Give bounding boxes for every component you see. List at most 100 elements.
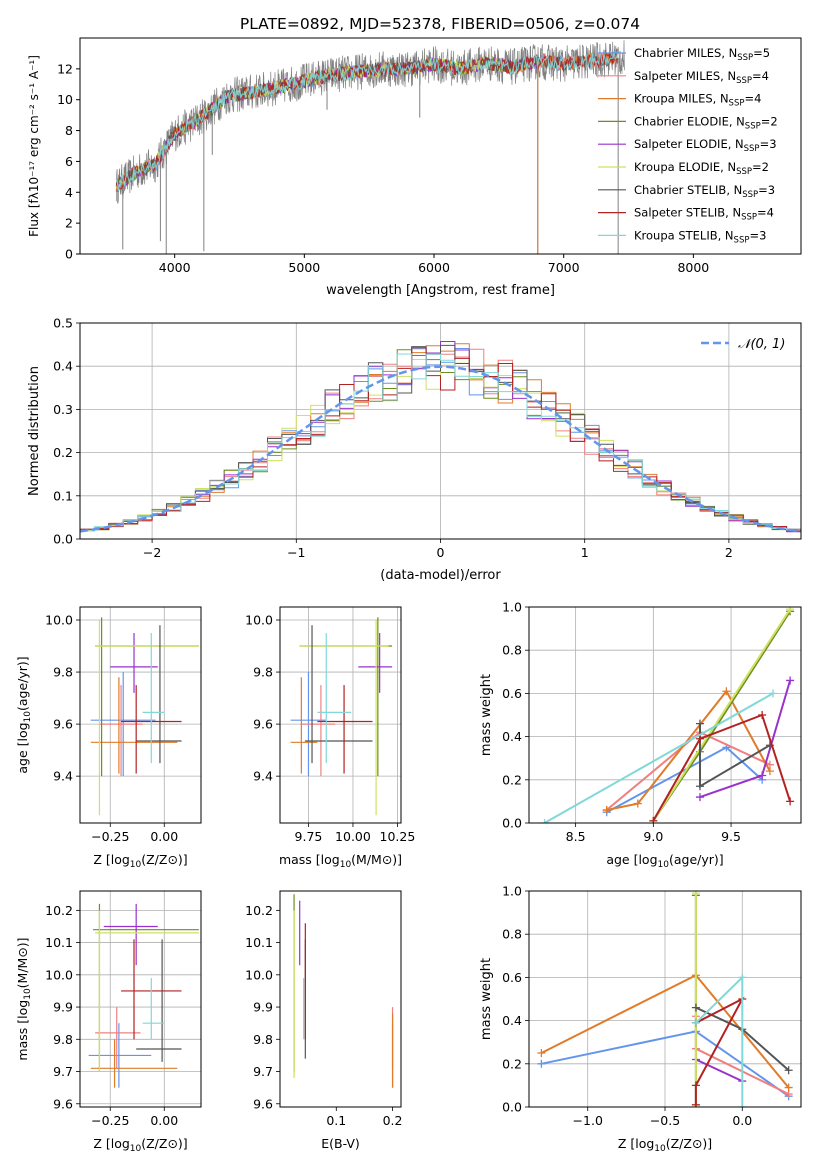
mass-weight-vs-age-ylabel: mass weight xyxy=(479,674,494,756)
mass-weight-vs-Z-series-line xyxy=(694,996,745,1105)
mass-weight-vs-Z-ylabel: mass weight xyxy=(479,958,494,1040)
spectrum-frame xyxy=(79,37,802,255)
mass-weight-vs-age-point-marker xyxy=(786,797,795,806)
mass-vs-EBV-data xyxy=(293,894,394,1088)
mass-weight-vs-age-ytick-label: 0.6 xyxy=(502,686,522,701)
mass-weight-vs-Z-series-line xyxy=(695,1058,743,1083)
age-vs-mass-data xyxy=(290,617,393,816)
age-vs-mass-ytick-label: 10.0 xyxy=(245,613,273,628)
spectrum-observed xyxy=(115,40,625,204)
mass-weight-vs-age-point-marker xyxy=(633,799,642,808)
residuals-gaussian-curve xyxy=(80,365,801,533)
mass-vs-Z-ytick-label: 9.9 xyxy=(53,1000,73,1015)
mass-vs-Z-ytick-label: 10.0 xyxy=(45,967,73,982)
mass-weight-vs-age-ytick-label: 0.2 xyxy=(502,772,522,787)
age-vs-mass-xtick-label: 10.00 xyxy=(335,829,371,844)
spectrum-xtick-label: 6000 xyxy=(418,260,450,275)
mass-weight-vs-age-point-marker xyxy=(722,687,731,696)
spectrum-ytick-label: 8 xyxy=(65,123,73,138)
residuals-ytick-label: 0.2 xyxy=(53,445,73,460)
mass-weight-vs-age-point-marker xyxy=(649,816,658,823)
mass-weight-vs-Z-frame xyxy=(528,890,802,1108)
mass-weight-vs-Z-ytick-label: 0.6 xyxy=(502,970,522,985)
mass-weight-vs-Z-point-marker xyxy=(537,1049,546,1057)
spectrum-legend-entry: Kroupa ELODIE, NSSP=2 xyxy=(634,160,769,177)
mass-vs-EBV-ytick-label: 10.2 xyxy=(245,903,273,918)
mass-vs-Z-frame xyxy=(79,890,202,1108)
mass-vs-EBV-ytick-label: 9.9 xyxy=(253,1000,273,1015)
spectrum-ytick-label: 4 xyxy=(65,185,73,200)
mass-weight-vs-Z-point-marker xyxy=(738,1103,747,1107)
mass-weight-vs-Z-xtick-label: −0.5 xyxy=(650,1113,680,1128)
mass-weight-vs-Z-panel: −1.0 −0.5 0.0 0.0 0.2 0.4 0.6 0.8 1.0 Z [log10(Z/… xyxy=(479,884,802,1154)
mass-vs-EBV-panel: 0.1 0.2 9.6 9.7 9.8 9.9 10.0 10.1 10.2 E(B-V) xyxy=(245,890,403,1151)
age-vs-Z-ytick-label: 9.6 xyxy=(53,717,73,732)
mass-vs-Z-ytick-label: 10.1 xyxy=(45,935,73,950)
residuals-frame xyxy=(79,322,802,540)
age-vs-mass-ytick-label: 9.6 xyxy=(253,717,273,732)
age-vs-mass-ytick-label: 9.4 xyxy=(253,769,273,784)
mass-weight-vs-Z-point-marker xyxy=(691,1081,700,1090)
mass-weight-vs-age-point-marker xyxy=(769,689,778,698)
spectrum-xtick-label: 8000 xyxy=(677,260,709,275)
age-vs-mass-panel: 9.75 10.00 10.25 9.4 9.6 9.8 10.0 mass [log10(M… xyxy=(245,606,416,870)
mass-weight-vs-Z-ytick-label: 0.0 xyxy=(502,1100,522,1115)
mass-weight-vs-Z-point-marker xyxy=(738,973,747,982)
mass-vs-Z-xtick-label: −0.25 xyxy=(91,1113,129,1128)
spectrum-data xyxy=(115,40,625,254)
mass-vs-Z-ytick-label: 10.2 xyxy=(45,903,73,918)
mass-vs-EBV-xtick-label: 0.2 xyxy=(383,1113,403,1128)
mass-weight-vs-Z-ytick-label: 1.0 xyxy=(502,884,522,899)
age-vs-mass-ytick-label: 9.8 xyxy=(253,665,273,680)
mass-weight-vs-age-point-marker xyxy=(602,806,611,815)
mass-vs-EBV-frame xyxy=(279,890,402,1108)
residuals-xtick-label: 0 xyxy=(437,545,445,560)
spectrum-xtick-label: 7000 xyxy=(548,260,580,275)
mass-weight-vs-Z-point-marker xyxy=(784,1066,793,1075)
residuals-ytick-label: 0.5 xyxy=(53,316,73,331)
residuals-ylabel: Normed distribution xyxy=(27,366,42,496)
spectrum-xtick-label: 5000 xyxy=(288,260,320,275)
age-vs-Z-data xyxy=(90,617,199,816)
mass-weight-vs-Z-ytick-label: 0.8 xyxy=(502,927,522,942)
mass-weight-vs-age-series-line xyxy=(606,689,771,811)
spectrum-ytick-label: 0 xyxy=(65,247,73,262)
mass-weight-vs-age-xtick-label: 9.0 xyxy=(643,829,663,844)
mass-weight-vs-age-series-line xyxy=(652,608,791,822)
residuals-data xyxy=(80,341,801,533)
mass-weight-vs-age-ytick-label: 0.4 xyxy=(502,729,522,744)
residuals-panel: −2 −1 0 1 2 0.0 0.1 0.2 0.3 0.4 0.5 𝒩(0, 1) (data-mo… xyxy=(27,316,802,583)
spectrum-legend-entry: Kroupa STELIB, NSSP=3 xyxy=(634,228,766,245)
spectrum-legend-entry: Salpeter ELODIE, NSSP=3 xyxy=(634,137,777,154)
residuals-xtick-label: 1 xyxy=(581,545,589,560)
spectrum-ylabel: Flux [fλ10⁻¹⁷ erg cm⁻² s⁻¹ A⁻¹] xyxy=(27,55,41,237)
spectrum-panel: 4000 5000 6000 7000 8000 0 2 4 6 8 10 12 wavelength … xyxy=(27,37,802,298)
mass-weight-vs-Z-xtick-label: 0.0 xyxy=(732,1113,752,1128)
mass-weight-vs-age-data xyxy=(540,607,795,823)
mass-weight-vs-age-ytick-label: 0.8 xyxy=(502,643,522,658)
spectrum-ytick-label: 6 xyxy=(65,154,73,169)
mass-weight-vs-Z-ytick-label: 0.2 xyxy=(502,1056,522,1071)
mass-weight-vs-Z-point-marker xyxy=(691,1003,700,1012)
spectrum-xlabel: wavelength [Angstrom, rest frame] xyxy=(326,283,555,298)
mass-weight-vs-Z-point-marker xyxy=(537,1059,546,1068)
spectrum-model-line xyxy=(115,51,618,192)
mass-weight-vs-age-series-line xyxy=(652,713,792,822)
mass-weight-vs-age-point-marker xyxy=(786,607,795,614)
mass-weight-vs-Z-ytick-label: 0.4 xyxy=(502,1013,522,1028)
age-vs-Z-ytick-label: 10.0 xyxy=(45,613,73,628)
age-vs-mass-xlabel: mass [log10(M/M⊙)] xyxy=(279,852,402,870)
spectrum-ytick-label: 12 xyxy=(57,61,73,76)
mass-weight-vs-age-point-marker xyxy=(758,771,767,780)
age-vs-Z-xlabel: Z [log10(Z/Z⊙)] xyxy=(93,852,187,870)
mass-weight-vs-Z-xlabel: Z [log10(Z/Z⊙)] xyxy=(618,1136,712,1154)
mass-vs-EBV-ytick-label: 10.1 xyxy=(245,935,273,950)
residuals-ytick-label: 0.4 xyxy=(53,359,73,374)
age-vs-mass-xtick-label: 10.25 xyxy=(380,829,416,844)
mass-weight-vs-Z-point-marker xyxy=(784,1083,793,1092)
residuals-legend-label: 𝒩(0, 1) xyxy=(738,337,785,352)
age-vs-Z-panel: −0.25 0.00 9.4 9.6 9.8 10.0 Z [log10(Z/Z⊙)] age… xyxy=(15,606,202,870)
mass-weight-vs-age-series-line xyxy=(544,692,774,823)
residuals-ytick-label: 0.3 xyxy=(53,402,73,417)
